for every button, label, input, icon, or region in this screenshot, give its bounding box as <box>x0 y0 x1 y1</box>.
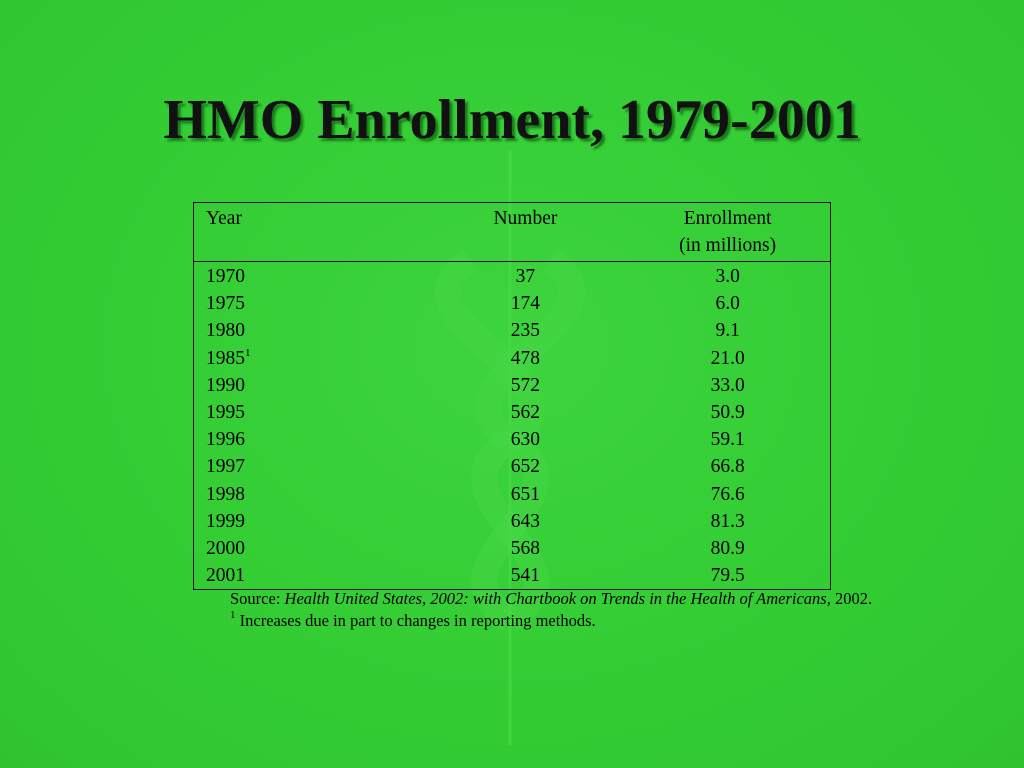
enrollment-cell: 81.3 <box>710 510 745 532</box>
table-row: 1990 572 33.0 <box>194 372 831 399</box>
source-label: Source: <box>230 589 281 608</box>
year-cell: 1995 <box>194 399 426 426</box>
year: 2000 <box>206 538 245 560</box>
number-cell: 174 <box>510 293 541 315</box>
year-cell: 1970 <box>194 262 426 291</box>
table-row: 1998 651 76.6 <box>194 481 831 508</box>
enrollment-table: Year Number Enrollment (in millions) 1970… <box>193 202 831 591</box>
number-cell: 562 <box>510 402 541 424</box>
number-cell: 643 <box>510 510 541 532</box>
header-line: Enrollment <box>683 208 772 229</box>
number-cell: 541 <box>510 565 541 587</box>
table-row: 1996 630 59.1 <box>194 426 831 453</box>
number-cell: 572 <box>510 374 541 396</box>
number-cell: 630 <box>510 429 541 451</box>
footnote-mark: 1 <box>230 609 236 621</box>
year-cell: 1998 <box>194 481 426 508</box>
year: 1975 <box>206 293 245 315</box>
year-cell: 2001 <box>194 562 426 590</box>
year-cell: 1990 <box>194 372 426 399</box>
header-line: (in millions) <box>679 235 777 256</box>
enrollment-cell: 50.9 <box>710 402 745 424</box>
table-row: 1970 37 3.0 <box>194 262 831 291</box>
enrollment-cell: 59.1 <box>710 429 745 451</box>
table-row: 2001 541 79.5 <box>194 562 831 590</box>
header-cell: Year <box>193 202 426 262</box>
year-cell: 19851 <box>194 345 426 372</box>
table-body: 1970 37 3.0 1975 174 6.0 1980 235 9.1 19851 478 21.… <box>194 262 831 590</box>
number-cell: 652 <box>510 456 541 478</box>
year-cell: 1999 <box>194 508 426 535</box>
year: 1999 <box>206 510 245 532</box>
header-cell: Enrollment (in millions) <box>625 202 831 262</box>
year: 1996 <box>206 429 245 451</box>
table-row: 19851 478 21.0 <box>194 345 831 372</box>
number-cell: 478 <box>510 347 541 369</box>
source-title: Health United States, 2002: with Chartbo… <box>284 589 831 608</box>
year: 1980 <box>206 320 245 342</box>
year: 2001 <box>206 565 245 587</box>
year-cell: 2000 <box>194 535 426 562</box>
table-row: 1997 652 66.8 <box>194 453 831 480</box>
year: 1990 <box>206 374 245 396</box>
year: 1970 <box>206 266 245 287</box>
number-cell: 651 <box>510 483 541 505</box>
number-cell: 568 <box>510 538 541 560</box>
enrollment-cell: 21.0 <box>710 347 745 369</box>
enrollment-cell: 80.9 <box>710 538 745 560</box>
year: 1995 <box>206 402 245 424</box>
source-year: 2002. <box>834 589 873 608</box>
footnote: 1 Increases due in part to changes in re… <box>158 610 937 632</box>
table-row: 1999 643 81.3 <box>194 508 831 535</box>
note-mark: 1 <box>245 346 251 359</box>
year-cell: 1996 <box>194 426 426 453</box>
enrollment-cell: 66.8 <box>710 456 745 478</box>
footnote-text: Increases due in part to changes in repo… <box>239 611 596 630</box>
header-cell: Number <box>425 202 626 262</box>
footnotes: Source: Health United States, 2002: with… <box>158 588 937 632</box>
table-row: 1975 174 6.0 <box>194 290 831 317</box>
year-cell: 1980 <box>194 317 426 344</box>
table-row: 1995 562 50.9 <box>194 399 831 426</box>
table-row: 2000 568 80.9 <box>194 535 831 562</box>
table-row: 1980 235 9.1 <box>194 317 831 344</box>
slide-title: HMO Enrollment, 1979-2001 <box>163 89 861 151</box>
number-cell: 37 <box>515 266 536 287</box>
enrollment-cell: 3.0 <box>715 266 740 287</box>
year: 1997 <box>206 456 245 478</box>
enrollment-cell: 9.1 <box>715 320 740 342</box>
enrollment-cell: 76.6 <box>710 483 745 505</box>
year-cell: 1997 <box>194 453 426 480</box>
enrollment-cell: 33.0 <box>710 374 745 396</box>
year: 1985 <box>206 347 245 369</box>
year: 1998 <box>206 483 245 505</box>
year-cell: 1975 <box>194 290 426 317</box>
number-cell: 235 <box>510 320 541 342</box>
source-note: Source: Health United States, 2002: with… <box>158 588 937 610</box>
enrollment-cell: 6.0 <box>715 293 740 315</box>
enrollment-cell: 79.5 <box>710 565 745 587</box>
